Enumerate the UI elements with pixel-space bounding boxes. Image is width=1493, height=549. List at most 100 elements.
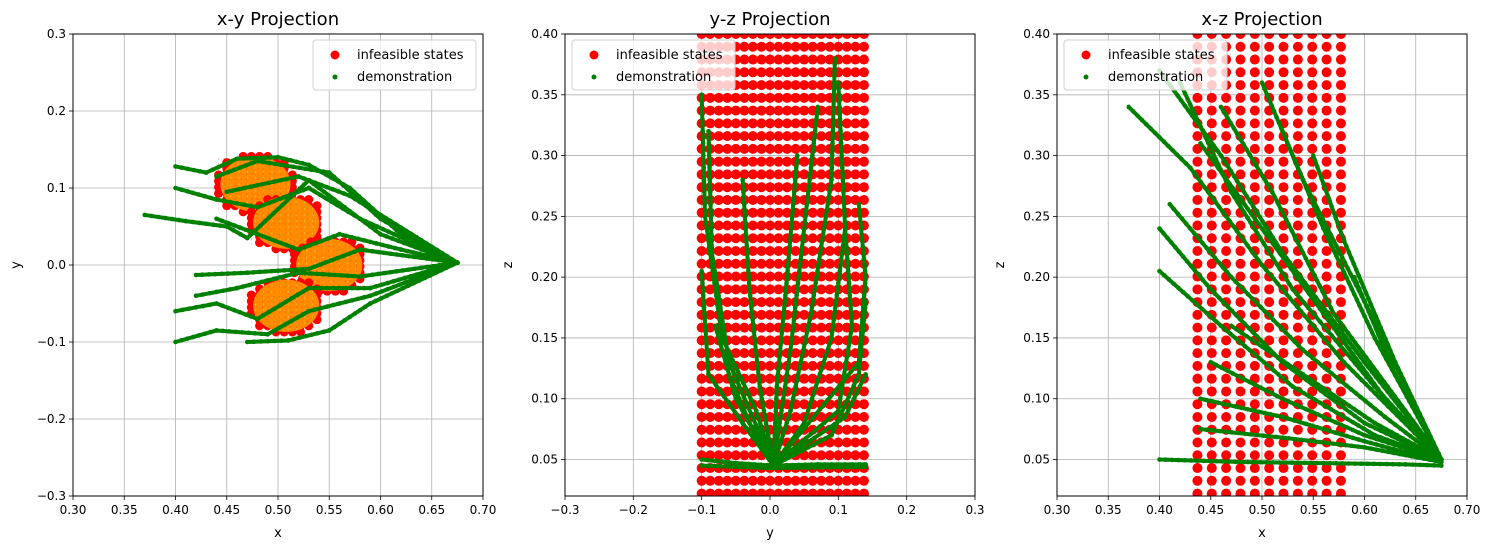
demonstration-point [255,316,260,322]
infeasible-state-point [739,284,750,295]
demonstration-point [839,147,844,152]
infeasible-state-point [850,105,861,116]
infeasible-state-point [858,34,869,39]
infeasible-state-point [773,284,784,295]
demonstration-point [314,271,320,277]
demonstration-point [319,238,325,244]
demonstration-point [1200,277,1206,283]
demonstration-point [734,377,739,382]
demonstration-point [179,338,184,343]
demonstration-point [1254,230,1260,236]
infeasible-state-point [799,284,810,295]
infeasible-state-point [730,475,741,486]
demonstration-point [1408,424,1414,430]
demonstration-point [1251,225,1257,231]
demonstration-point [1323,231,1329,237]
demonstration-point [444,265,449,271]
demonstration-point [1289,228,1295,234]
demonstration-point [849,323,855,329]
infeasible-state-point [739,54,750,65]
infeasible-state-point [858,182,869,193]
infeasible-state-point [1192,92,1203,103]
demonstration-point [818,465,824,470]
demonstration-point [184,189,190,194]
demonstration-point [699,104,705,110]
infeasible-state-point [713,169,724,180]
infeasible-state-point [722,118,733,129]
demonstration-point [751,329,757,335]
demonstration-point [374,241,379,246]
demonstration-point [185,166,191,172]
infeasible-state-point [1249,411,1260,422]
demonstration-point [744,426,749,431]
demonstration-point [1254,209,1259,215]
infeasible-state-point [1307,80,1318,91]
demonstration-point [1333,350,1339,356]
demonstration-point [1329,204,1334,209]
demonstration-point [786,256,791,262]
demonstration-point [169,216,175,222]
demonstration-trajectory [173,260,460,322]
demonstration-point [847,335,853,341]
infeasible-state-point [816,156,827,167]
demonstration-point [711,262,717,268]
demonstration-point [721,393,726,399]
infeasible-state-point [1235,169,1246,180]
demonstration-point [703,220,709,225]
demonstration-point [272,179,277,184]
demonstration-point [1350,351,1355,356]
demonstration-point [337,201,342,206]
infeasible-state-point [713,156,724,167]
demonstration-point [266,309,272,315]
demonstration-point [1320,216,1325,221]
demonstration-point [406,283,411,288]
infeasible-state-point [850,80,861,91]
demonstration-point [1273,434,1279,440]
demonstration-point [1417,413,1423,419]
demonstration-point [367,293,373,299]
demonstration-point [1266,97,1272,103]
infeasible-state-point [1292,348,1303,359]
xz-x-tick-label: 0.30 [1044,503,1071,517]
demonstration-point [856,372,862,377]
demonstration-point [1368,376,1373,382]
demonstration-point [1436,451,1442,457]
infeasible-state-point [765,373,775,384]
demonstration-point [736,382,742,388]
demonstration-point [845,256,850,262]
demonstration-point [1216,295,1222,301]
demonstration-point [748,411,754,417]
demonstration-point [812,465,817,470]
infeasible-state-point [1235,411,1246,422]
demonstration-point [296,174,301,179]
demonstration-point [1421,432,1426,438]
demonstration-point [326,272,332,277]
demonstration-point [789,402,795,408]
infeasible-state-point [1192,399,1203,410]
demonstration-point [1329,333,1335,338]
demonstration-point [342,204,347,210]
infeasible-state-point [1192,437,1203,448]
demonstration-point [1247,347,1252,353]
demonstration-point [1252,382,1258,388]
demonstration-point [380,242,385,248]
demonstration-point [776,359,782,365]
demonstration-point [838,122,843,128]
infeasible-state-point [739,348,750,359]
demonstration-point [1276,372,1281,377]
demonstration-point [1201,146,1207,151]
infeasible-state-point [1321,92,1332,103]
demonstration-point [730,464,736,470]
demonstration-trajectory [1198,426,1444,465]
demonstration-point [216,164,221,170]
infeasible-state-point [1264,258,1275,269]
infeasible-state-point [1278,475,1289,486]
demonstration-point [173,339,178,345]
demonstration-trajectory [1208,359,1444,462]
infeasible-state-point [1292,207,1303,218]
demonstration-point [419,238,424,243]
demonstration-point [1248,220,1253,226]
demonstration-point [829,329,835,335]
demonstration-point [1263,388,1269,393]
demonstration-point [772,420,778,426]
